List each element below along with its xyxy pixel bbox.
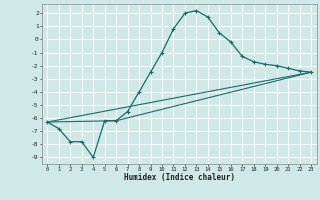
X-axis label: Humidex (Indice chaleur): Humidex (Indice chaleur): [124, 173, 235, 182]
